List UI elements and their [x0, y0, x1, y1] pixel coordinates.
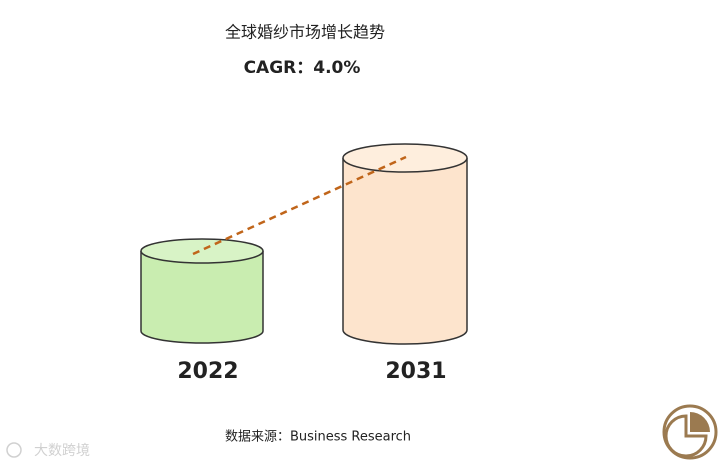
cylinder-top	[140, 238, 264, 264]
chart-subtitle: CAGR：4.0%	[244, 58, 361, 78]
watermark-text: 大数跨境	[34, 443, 90, 459]
logo-slice	[690, 412, 710, 432]
cylinder-body	[342, 158, 468, 345]
logo-ring	[662, 404, 718, 460]
category-label: 2022	[177, 359, 238, 384]
trend-line	[192, 155, 407, 256]
watermark-icon	[6, 442, 22, 458]
cylinder-2031	[342, 143, 468, 345]
category-label: 2031	[385, 359, 446, 384]
logo	[662, 404, 718, 460]
logo-slice	[664, 414, 708, 458]
watermark: 大数跨境	[6, 442, 90, 459]
source-note: 数据来源：Business Research	[225, 430, 411, 445]
cylinder-body	[140, 251, 264, 344]
chart-title: 全球婚纱市场增长趋势	[225, 23, 385, 42]
cylinder-2022	[140, 238, 264, 344]
